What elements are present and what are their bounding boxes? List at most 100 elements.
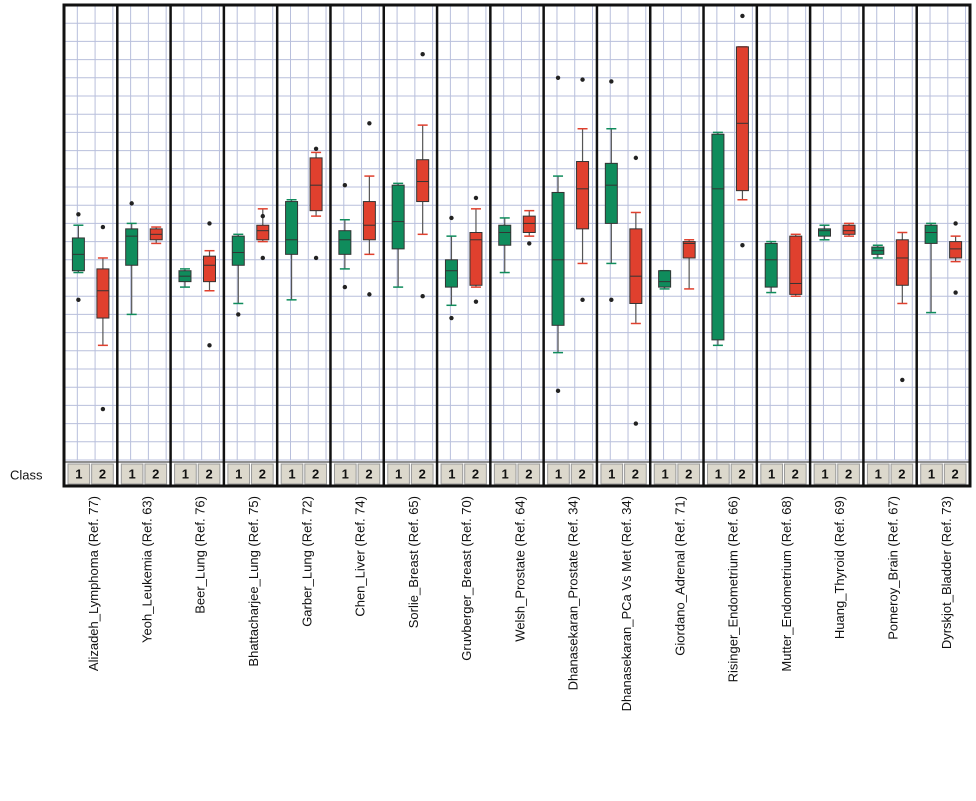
category-label: Mutter_Endometrium (Ref. 68) (779, 496, 794, 672)
category-label: Alizadeh_Lymphoma (Ref. 77) (86, 496, 101, 671)
category-label: Dyrskjot_Bladder (Ref. 73) (939, 496, 954, 649)
class-cell (440, 463, 464, 485)
class-cell (570, 463, 594, 485)
box (576, 161, 590, 230)
class-label: 2 (259, 466, 266, 481)
class-label: 1 (502, 466, 509, 481)
outlier (342, 284, 348, 290)
outlier (367, 121, 372, 126)
box (498, 224, 512, 246)
box (362, 201, 376, 241)
outlier (313, 146, 319, 151)
box (735, 46, 749, 192)
class-cell (517, 463, 541, 485)
class-cell (387, 463, 410, 485)
box (789, 235, 803, 295)
category-label: Beer_Lung (Ref. 76) (193, 496, 208, 614)
class-label: 1 (395, 466, 402, 481)
class-label: 1 (875, 466, 882, 481)
class-cell (866, 463, 890, 485)
box (231, 235, 245, 266)
box (338, 230, 352, 255)
category-label: Dhanasekaran_PCa Vs Met (Ref. 34) (619, 496, 634, 711)
outlier (580, 77, 585, 82)
class-label: 2 (472, 466, 479, 481)
category-label: Risinger_Endometrium (Ref. 66) (726, 496, 741, 682)
class-cell (493, 463, 517, 485)
class-label: 2 (685, 466, 692, 481)
outlier (953, 221, 958, 226)
class-cell (333, 463, 357, 485)
class-label: 2 (312, 466, 319, 481)
class-label: 2 (579, 466, 586, 481)
class-label: 1 (768, 466, 775, 481)
class-cell (67, 463, 91, 485)
outlier (449, 315, 454, 321)
outlier (76, 212, 81, 217)
box (895, 239, 909, 286)
box (202, 255, 216, 283)
outlier (609, 297, 614, 303)
outlier (420, 294, 425, 299)
box (604, 162, 618, 224)
outlier (260, 213, 265, 219)
box (842, 224, 856, 235)
outlier (313, 255, 319, 261)
outlier (609, 79, 614, 84)
box (522, 215, 536, 233)
class-cell (357, 463, 381, 485)
outlier (129, 201, 134, 206)
outlier (100, 224, 106, 230)
box (469, 232, 483, 286)
category-label: Pomeroy_Brain (Ref. 67) (885, 496, 900, 640)
class-cell (304, 463, 327, 485)
outlier (527, 241, 532, 246)
outlier (473, 195, 479, 201)
class-label: 2 (845, 466, 852, 481)
box (682, 241, 696, 259)
class-label: 1 (235, 466, 242, 481)
class-label: 2 (738, 466, 745, 481)
outlier (260, 255, 265, 261)
class-label: 2 (365, 466, 372, 481)
box (629, 228, 643, 304)
class-label: 1 (715, 466, 722, 481)
class-cell (707, 463, 730, 485)
class-label: 2 (525, 466, 532, 481)
class-cell (227, 463, 251, 485)
outlier (420, 51, 425, 57)
class-label: 1 (75, 466, 82, 481)
class-label: 1 (928, 466, 935, 481)
outlier (449, 215, 454, 221)
box (711, 133, 725, 341)
box (391, 184, 405, 250)
class-cell (760, 463, 783, 485)
class-cell (783, 463, 807, 485)
class-label: 1 (129, 466, 136, 481)
category-label: Sorlie_Breast (Ref. 65) (406, 496, 421, 628)
class-cell (144, 463, 168, 485)
outlier (100, 406, 106, 412)
box (949, 241, 963, 259)
category-label: Bhattacharjee_Lung (Ref. 75) (246, 496, 261, 667)
plot-background (64, 5, 970, 486)
class-label: 1 (661, 466, 668, 481)
class-label: 1 (608, 466, 615, 481)
class-cell (653, 463, 677, 485)
class-label: 1 (821, 466, 828, 481)
class-row-label: Class (10, 467, 43, 482)
outlier (633, 155, 639, 161)
box (924, 224, 938, 244)
category-label: Gruvberger_Breast (Ref. 70) (459, 496, 474, 661)
outlier (342, 182, 348, 188)
outlier (633, 421, 639, 426)
outlier (473, 299, 479, 304)
outlier (953, 290, 958, 295)
box (416, 159, 430, 203)
outlier (740, 243, 745, 248)
class-cell (600, 463, 624, 485)
plot-frame (62, 3, 972, 488)
category-label: Huang_Thyroid (Ref. 69) (832, 496, 847, 639)
outlier (367, 292, 372, 297)
category-label: Giordano_Adrenal (Ref. 71) (672, 496, 687, 656)
